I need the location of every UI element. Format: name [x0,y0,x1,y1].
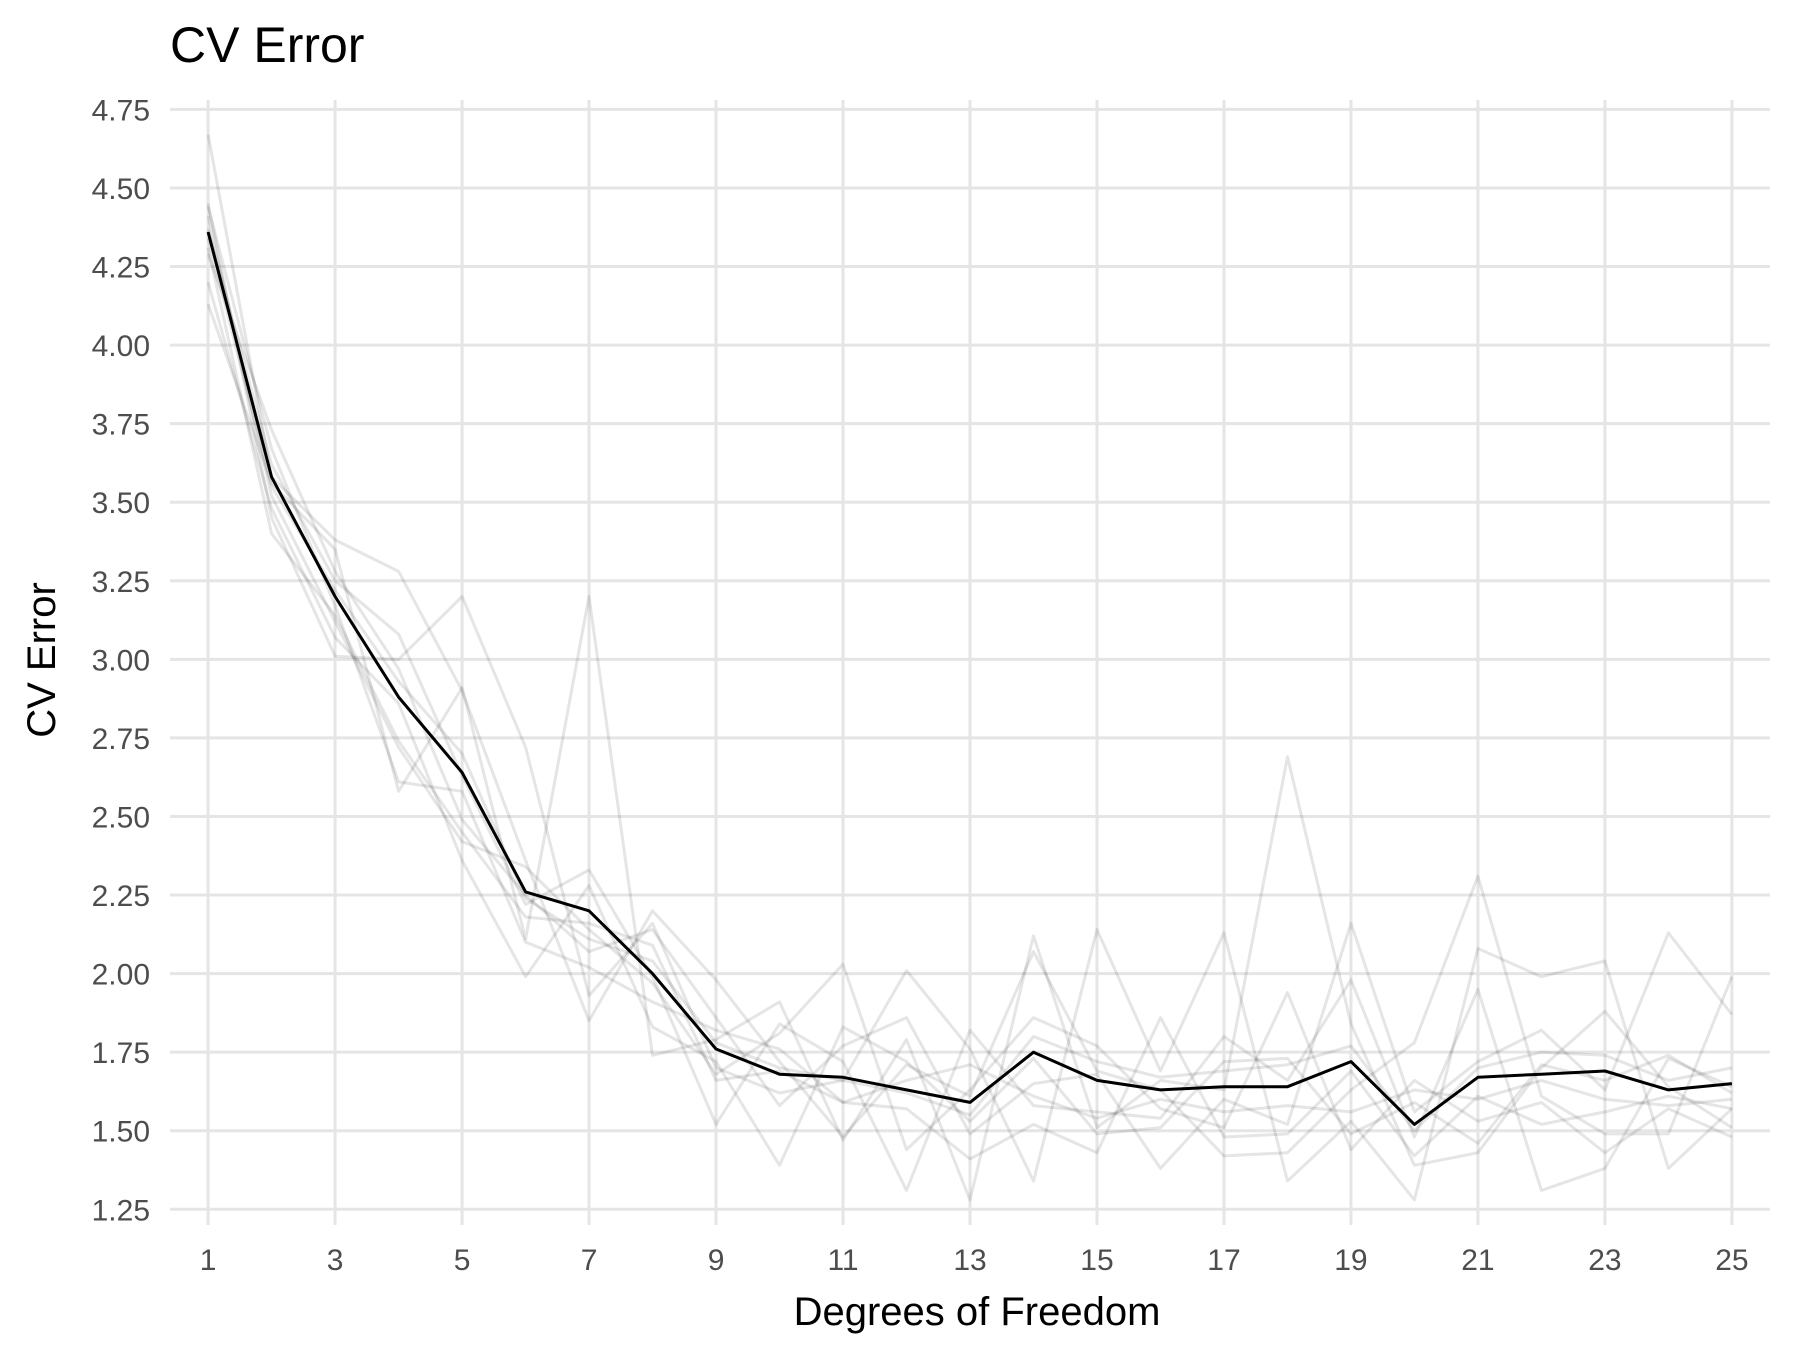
fold-series-line-10 [206,237,1733,1133]
x-tick-label-9: 9 [708,1244,725,1277]
x-tick-label-7: 7 [581,1244,598,1277]
fold-series-line-2 [206,203,1733,1202]
y-tick-label-2.25: 2.25 [92,880,150,913]
x-tick-label-25: 25 [1715,1244,1748,1277]
y-tick-label-3.50: 3.50 [92,487,150,520]
y-tick-label-2.75: 2.75 [92,723,150,756]
y-tick-label-3.25: 3.25 [92,566,150,599]
y-tick-label-3.00: 3.00 [92,644,150,677]
x-tick-label-21: 21 [1461,1244,1494,1277]
y-tick-label-1.75: 1.75 [92,1037,150,1070]
y-tick-label-4.00: 4.00 [92,330,150,363]
x-tick-label-19: 19 [1334,1244,1367,1277]
x-tick-label-23: 23 [1588,1244,1621,1277]
y-tick-label-1.25: 1.25 [92,1194,150,1227]
mean-series-group [206,231,1733,1126]
x-tick-label-15: 15 [1080,1244,1113,1277]
x-tick-label-3: 3 [327,1244,344,1277]
fold-series-line-1 [206,134,1734,1158]
mean-series-line [206,231,1733,1126]
fold-series-line-8 [206,206,1733,1161]
y-axis-label: CV Error [20,582,64,738]
x-tick-label-11: 11 [827,1244,858,1277]
x-axis-label: Degrees of Freedom [794,1290,1161,1334]
y-gridlines [170,107,1770,1211]
fold-series-line-3 [206,303,1733,1202]
fold-series-line-9 [206,247,1733,1120]
fold-series-line-6 [206,215,1733,1155]
y-tick-label-4.75: 4.75 [92,94,150,127]
fold-series-line-4 [206,253,1734,1170]
x-gridlines [206,100,1734,1225]
x-tick-label-17: 17 [1207,1244,1240,1277]
y-tick-label-4.25: 4.25 [92,252,150,285]
chart-title: CV Error [170,17,364,73]
y-tick-label-2.50: 2.50 [92,801,150,834]
y-tick-label-1.50: 1.50 [92,1116,150,1149]
x-tick-labels: 1 3 5 7 9 11 13 15 17 19 21 23 25 [200,1244,1749,1277]
y-tick-label-3.75: 3.75 [92,409,150,442]
x-tick-label-13: 13 [953,1244,986,1277]
y-tick-labels: 1.25 1.50 1.75 2.00 2.25 2.50 2.75 3.00 3.25 3.50… [92,94,150,1227]
fold-series-line-7 [206,281,1733,1167]
y-tick-label-2.00: 2.00 [92,959,150,992]
x-tick-label-1: 1 [200,1244,217,1277]
x-tick-label-5: 5 [454,1244,471,1277]
y-tick-label-4.50: 4.50 [92,173,150,206]
